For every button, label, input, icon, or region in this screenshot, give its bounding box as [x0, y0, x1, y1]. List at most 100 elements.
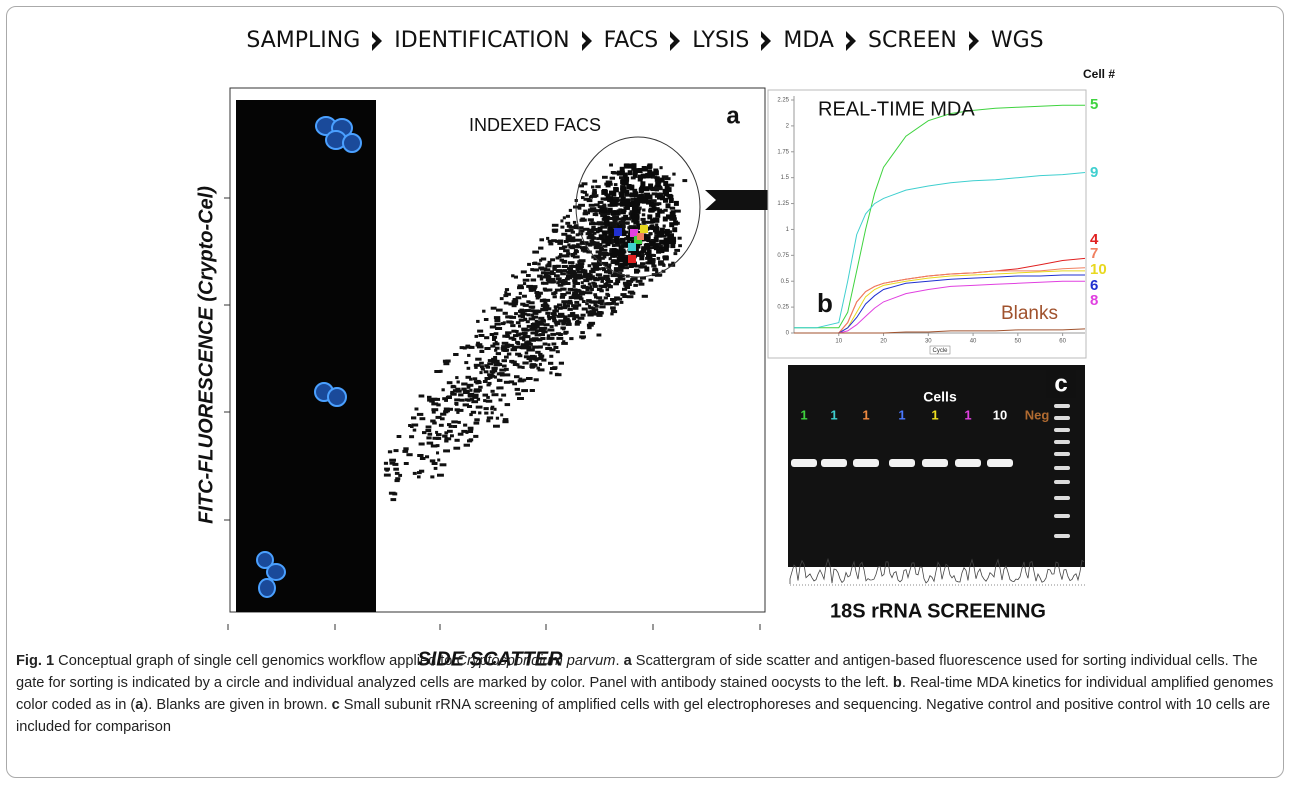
scatter-dot	[658, 260, 664, 263]
scatter-dot	[600, 311, 603, 314]
scatter-dot	[490, 370, 495, 373]
scatter-dot	[582, 308, 588, 311]
scatter-dot	[544, 268, 551, 271]
scatter-dot	[627, 295, 634, 298]
scatter-dot	[633, 284, 638, 287]
scatter-dot	[582, 286, 589, 289]
ladder-band	[1054, 428, 1070, 432]
scatter-dot	[631, 166, 636, 171]
scatter-dot	[604, 216, 609, 221]
scatter-dot	[511, 330, 516, 333]
scatter-dot	[502, 359, 507, 362]
scatter-dot	[593, 285, 598, 288]
scatter-dot	[565, 254, 570, 257]
scatter-dot	[521, 389, 528, 392]
scatter-dot	[647, 254, 652, 259]
scatter-dot	[665, 231, 670, 236]
scatter-dot	[571, 231, 575, 234]
scatter-dot	[593, 213, 597, 216]
scatter-dot	[411, 424, 418, 427]
scatter-dot	[529, 306, 536, 309]
scatter-dot	[606, 288, 610, 291]
scatter-dot	[442, 397, 447, 400]
scatter-dot	[469, 389, 472, 392]
scatter-dot	[608, 196, 613, 201]
scatter-dot	[546, 337, 552, 340]
scatter-dot	[444, 431, 448, 434]
scatter-dot	[538, 267, 544, 270]
scatter-dot	[655, 213, 660, 218]
scatter-dot	[602, 189, 607, 194]
scatter-dot	[413, 472, 417, 475]
scatter-dot	[538, 368, 545, 371]
scatter-dot	[588, 322, 595, 325]
scatter-dot	[630, 192, 635, 197]
scatter-dot	[519, 292, 522, 295]
lane-label: 1	[862, 407, 869, 422]
gel-band	[853, 459, 879, 467]
gel-band	[791, 459, 817, 467]
scatter-dot	[653, 254, 656, 257]
scatter-dot	[521, 270, 527, 273]
scatter-dot	[531, 326, 534, 329]
scatter-dot	[668, 195, 673, 200]
scatter-dot	[567, 302, 573, 305]
scatter-dot	[645, 173, 650, 178]
scatter-dot	[571, 261, 574, 264]
scatter-dot	[552, 317, 556, 320]
scatter-dot	[613, 310, 618, 313]
scatter-dot	[606, 280, 613, 283]
scatter-dot	[594, 296, 598, 299]
scatter-dot	[548, 362, 553, 365]
scatter-dot	[554, 305, 559, 308]
scatter-dot	[507, 315, 513, 318]
scatter-dot	[440, 413, 446, 416]
scatter-dot	[551, 292, 556, 295]
scatter-dot	[556, 277, 561, 280]
scatter-dot	[524, 355, 529, 358]
scatter-dot	[493, 342, 500, 345]
scatter-dot	[572, 314, 579, 317]
scatter-dot	[620, 167, 625, 172]
scatter-dot	[630, 291, 634, 294]
scatter-dot	[641, 246, 646, 251]
scatter-dot	[505, 288, 509, 291]
scatter-dot	[437, 459, 440, 462]
scatter-dot	[420, 417, 426, 420]
scatter-dot	[419, 470, 424, 473]
scatter-dot	[432, 462, 438, 465]
scatter-dot	[641, 218, 646, 221]
scatter-dot	[563, 302, 567, 305]
scatter-dot	[450, 393, 457, 396]
scatter-dot	[490, 333, 495, 336]
ladder-band	[1054, 404, 1070, 408]
scatter-dot	[552, 366, 557, 369]
scatter-dot	[505, 331, 511, 334]
scatter-dot	[655, 227, 660, 232]
scatter-dot	[477, 380, 481, 383]
scatter-dot	[555, 324, 558, 327]
scatter-dot	[456, 411, 459, 414]
scatter-dot	[389, 459, 396, 462]
scatter-dot	[591, 226, 595, 229]
scatter-dot	[592, 180, 597, 183]
panel-label: a	[726, 102, 740, 129]
scatter-dot	[503, 418, 509, 421]
scatter-dot	[431, 402, 438, 405]
scatter-dot	[612, 244, 615, 247]
gel-band	[821, 459, 847, 467]
scatter-dot	[609, 164, 613, 167]
scatter-dot	[594, 203, 599, 206]
scatter-dot	[415, 408, 419, 411]
scatter-dot	[599, 289, 603, 292]
scatter-dot	[674, 252, 678, 255]
scatter-dot	[647, 260, 652, 265]
scatter-dot	[392, 492, 397, 495]
scatter-dot	[530, 389, 535, 392]
scatter-dot	[566, 215, 570, 218]
scatter-dot	[657, 195, 662, 200]
scatter-dot	[662, 264, 665, 267]
scatter-dot	[397, 435, 402, 438]
scatter-dot	[563, 216, 566, 219]
scatter-dot	[619, 278, 626, 281]
